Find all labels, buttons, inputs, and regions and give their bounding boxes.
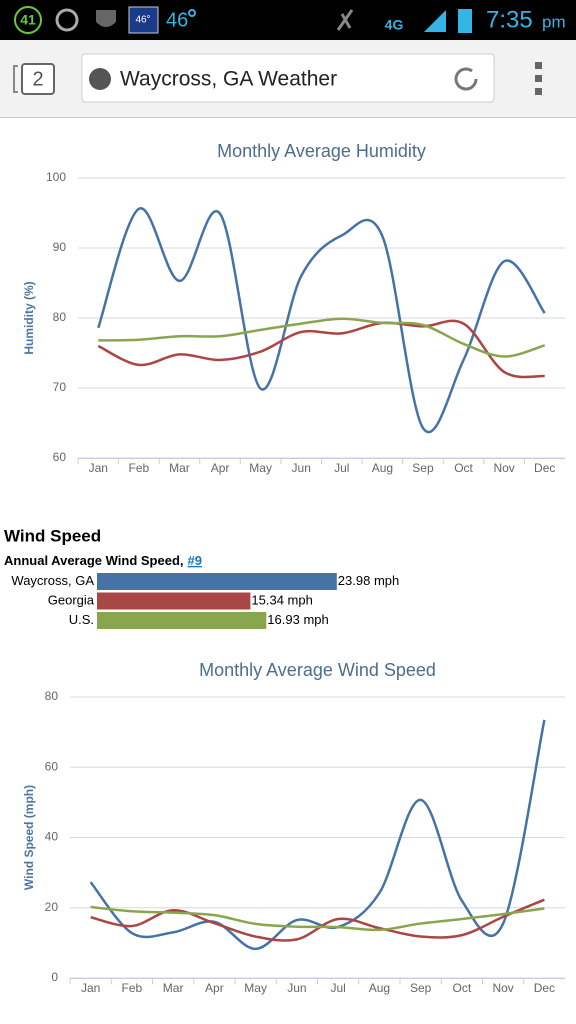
bar-label: U.S. xyxy=(69,612,94,627)
x-tick-label: Jul xyxy=(334,461,349,475)
x-tick-label: Dec xyxy=(534,981,555,995)
x-tick-label: Nov xyxy=(492,981,513,995)
badge-icon xyxy=(14,6,42,34)
bar xyxy=(97,573,337,590)
alarm-icon xyxy=(55,8,79,32)
y-tick-label: 20 xyxy=(45,900,59,914)
y-axis-label: Humidity (%) xyxy=(22,281,36,354)
tab-count: 2 xyxy=(32,68,43,90)
bar xyxy=(97,592,251,610)
line-series xyxy=(90,898,545,942)
ampm: pm xyxy=(542,12,566,31)
x-tick-label: Apr xyxy=(211,461,230,475)
reload-button[interactable] xyxy=(454,67,478,91)
menu-dot xyxy=(535,62,542,69)
mute-icon xyxy=(336,9,354,31)
x-tick-label: Oct xyxy=(454,461,473,475)
tab-button[interactable]: 2 xyxy=(13,63,55,95)
x-tick-label: Aug xyxy=(372,461,393,475)
x-tick-label: May xyxy=(244,981,267,995)
x-tick-label: Nov xyxy=(493,461,514,475)
y-tick-label: 90 xyxy=(53,240,67,254)
y-tick-label: 40 xyxy=(45,830,59,844)
bar xyxy=(97,612,267,629)
y-tick-label: 60 xyxy=(45,759,59,773)
subtitle-text: Annual Average Wind Speed, xyxy=(4,553,184,568)
x-tick-label: Sep xyxy=(410,981,432,995)
degree xyxy=(188,9,196,17)
bar-value: 15.34 mph xyxy=(251,592,312,607)
y-tick-label: 80 xyxy=(53,310,67,324)
x-tick-label: Jun xyxy=(287,981,306,995)
line-series xyxy=(97,319,545,379)
x-tick-label: Jul xyxy=(330,981,345,995)
temp-icon: 46° xyxy=(135,15,150,26)
globe-icon xyxy=(89,68,111,90)
url-bar[interactable] xyxy=(81,53,495,103)
bar-value: 16.93 mph xyxy=(267,612,328,627)
x-tick-label: Mar xyxy=(163,981,184,995)
menu-button[interactable] xyxy=(535,62,542,95)
bar-value: 23.98 mph xyxy=(338,573,399,588)
x-tick-label: Jun xyxy=(292,461,311,475)
tab-stack xyxy=(13,65,18,93)
menu-dot xyxy=(535,88,542,95)
x-tick-label: Jan xyxy=(81,981,100,995)
badge: 41 xyxy=(20,12,36,28)
chart-title: Monthly Average Wind Speed xyxy=(199,660,436,680)
rank-link[interactable]: #9 xyxy=(188,553,202,568)
url-title[interactable]: Waycross, GA Weather xyxy=(120,68,337,91)
section-title: Wind Speed xyxy=(4,526,101,545)
temperature: 46 xyxy=(166,9,188,31)
line-series xyxy=(89,719,546,951)
y-tick-label: 60 xyxy=(53,450,67,464)
bar-label: Georgia xyxy=(48,592,95,607)
signal-icon xyxy=(424,10,446,32)
network: 4G xyxy=(385,17,404,33)
weather-icon xyxy=(128,6,159,34)
y-tick-label: 0 xyxy=(51,970,58,984)
chart-title: Monthly Average Humidity xyxy=(217,141,426,161)
line-series xyxy=(97,207,546,434)
subtitle: Annual Average Wind Speed, #9 xyxy=(4,553,202,568)
bar-label: Waycross, GA xyxy=(11,573,94,588)
x-tick-label: Mar xyxy=(169,461,190,475)
x-tick-label: Feb xyxy=(129,461,150,475)
shield-icon xyxy=(96,10,116,27)
menu-dot xyxy=(535,75,542,82)
x-tick-label: Feb xyxy=(122,981,143,995)
line-series xyxy=(98,317,546,358)
x-tick-label: Aug xyxy=(369,981,390,995)
tab-box xyxy=(21,63,55,95)
line-series xyxy=(90,905,545,932)
x-tick-label: Sep xyxy=(412,461,434,475)
y-tick-label: 80 xyxy=(45,689,59,703)
y-axis-label: Wind Speed (mph) xyxy=(22,785,36,890)
x-tick-label: Dec xyxy=(534,461,555,475)
x-tick-label: May xyxy=(249,461,272,475)
clock: 7:35 xyxy=(486,6,533,33)
x-tick-label: Apr xyxy=(205,981,224,995)
battery-icon xyxy=(458,9,472,33)
y-tick-label: 100 xyxy=(46,170,66,184)
y-tick-label: 70 xyxy=(53,380,67,394)
x-tick-label: Jan xyxy=(89,461,108,475)
x-tick-label: Oct xyxy=(453,981,472,995)
